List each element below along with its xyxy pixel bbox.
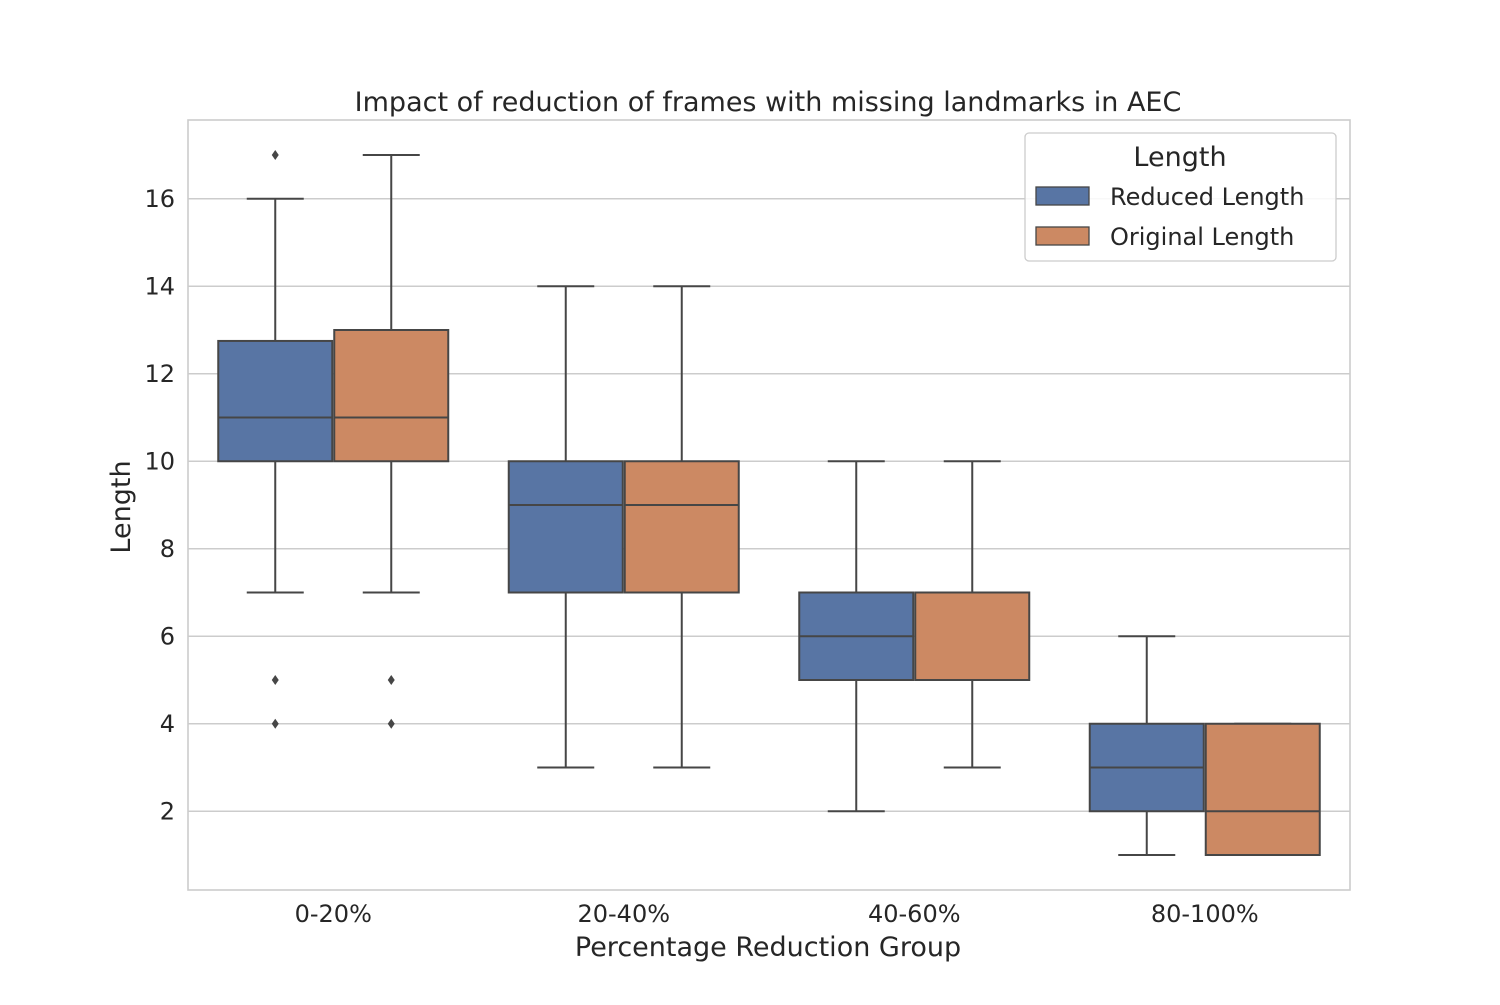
y-tick-label: 14: [144, 272, 175, 300]
outlier-point: [271, 150, 279, 160]
plot-frame: [187, 119, 1351, 891]
boxes-layer: [217, 150, 1321, 856]
legend-swatch: [1035, 186, 1090, 206]
box-group: [333, 154, 450, 729]
box-group: [914, 460, 1031, 769]
box-iqr: [507, 460, 624, 594]
y-tick-label: 12: [144, 360, 175, 388]
x-axis-label: Percentage Reduction Group: [575, 932, 961, 963]
chart-title: Impact of reduction of frames with missi…: [355, 87, 1182, 118]
legend: Length Reduced Length Original Length: [1024, 132, 1337, 262]
outlier-point: [387, 718, 395, 729]
box-iqr: [623, 460, 740, 594]
legend-frame: [1024, 132, 1337, 262]
box-group: [1088, 635, 1205, 856]
box-group: [507, 285, 624, 769]
y-tick-label: 6: [160, 622, 175, 650]
y-tick-label: 2: [160, 797, 175, 825]
box-group: [798, 460, 915, 813]
x-tick-label: 40-60%: [868, 900, 961, 928]
y-axis-label: Length: [106, 460, 137, 553]
grid-lines: [188, 198, 1350, 812]
box-group: [217, 150, 334, 729]
box-iqr: [1204, 722, 1321, 856]
box-iqr: [333, 329, 450, 463]
box-group: [623, 285, 740, 769]
tick-labels: 2 4 6 8 10 12 14 16 0-20% 20-40% 40-60% 80-100%: [144, 185, 1258, 928]
legend-swatch: [1035, 226, 1090, 246]
y-tick-label: 4: [160, 710, 175, 738]
outlier-point: [387, 675, 395, 685]
box-iqr: [217, 339, 334, 463]
legend-items: Reduced Length Original Length: [1035, 183, 1304, 251]
box-group: [1204, 722, 1321, 856]
y-tick-label: 10: [144, 447, 175, 475]
outlier-point: [271, 718, 279, 729]
box-iqr: [914, 591, 1031, 681]
legend-label: Original Length: [1110, 223, 1294, 251]
y-tick-label: 8: [160, 535, 175, 563]
outlier-point: [271, 675, 279, 685]
legend-title: Length: [1133, 142, 1226, 173]
x-tick-label: 0-20%: [295, 900, 372, 928]
x-tick-label: 20-40%: [577, 900, 670, 928]
x-tick-label: 80-100%: [1151, 900, 1259, 928]
legend-label: Reduced Length: [1110, 183, 1304, 211]
y-tick-label: 16: [144, 185, 175, 213]
